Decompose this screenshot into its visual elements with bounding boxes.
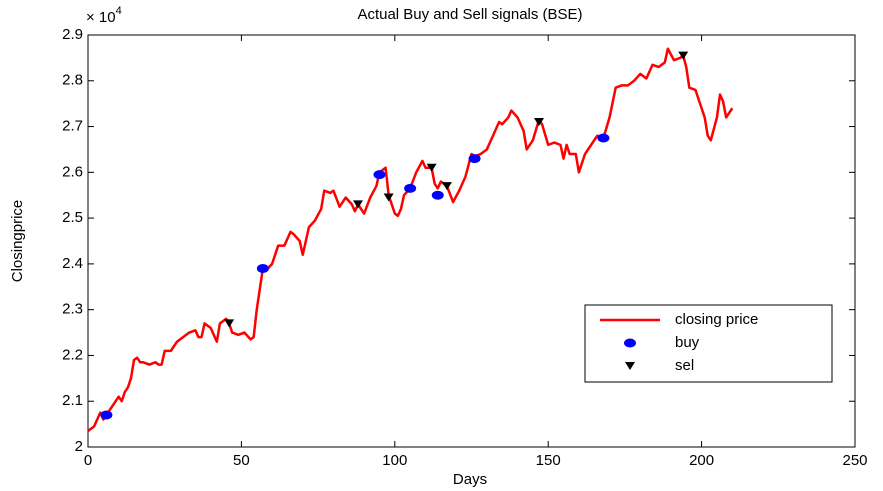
legend: closing price buy sel (584, 304, 833, 383)
signal-point (256, 263, 269, 273)
y-tick-label: 2 (75, 438, 83, 455)
y-tick-label: 2.2 (62, 346, 83, 363)
price-line (87, 47, 734, 432)
signal-point (373, 170, 386, 180)
y-tick-label: 2.5 (62, 209, 83, 226)
signal-point (441, 182, 452, 191)
legend-label: sel (675, 357, 694, 374)
chart-title: Actual Buy and Sell signals (BSE) (357, 6, 582, 23)
legend-label: closing price (675, 311, 758, 328)
signal-point (431, 190, 444, 200)
x-tick-label: 0 (84, 452, 92, 469)
legend-label: buy (675, 334, 700, 351)
signal-point (468, 154, 481, 164)
y-tick-label: 2.9 (62, 26, 83, 43)
y-multiplier: × 104 (86, 5, 122, 26)
y-tick-label: 2.6 (62, 163, 83, 180)
y-tick-label: 2.1 (62, 392, 83, 409)
y-tick-label: 2.4 (62, 255, 83, 272)
legend-marker (625, 362, 635, 370)
x-tick-label: 200 (689, 452, 714, 469)
y-tick-label: 2.3 (62, 301, 83, 318)
signal-point (224, 319, 235, 328)
legend-marker (624, 338, 636, 348)
signal-point (100, 410, 113, 420)
x-tick-label: 250 (842, 452, 867, 469)
x-tick-label: 50 (233, 452, 250, 469)
signal-point (383, 193, 394, 202)
signal-point (597, 133, 610, 143)
x-axis-label: Days (453, 471, 487, 488)
signal-point (533, 117, 544, 126)
y-multiplier-exponent: 4 (116, 5, 122, 17)
y-tick-label: 2.7 (62, 118, 83, 135)
y-tick-label: 2.8 (62, 72, 83, 89)
signal-point (678, 51, 689, 60)
x-tick-label: 100 (382, 452, 407, 469)
signal-point (404, 183, 417, 193)
plot-area (87, 34, 856, 448)
signal-point (426, 163, 437, 172)
y-multiplier-base: × 10 (86, 9, 116, 26)
signal-point (352, 200, 363, 209)
y-axis-label: Closingprice (9, 200, 26, 283)
x-tick-label: 150 (536, 452, 561, 469)
